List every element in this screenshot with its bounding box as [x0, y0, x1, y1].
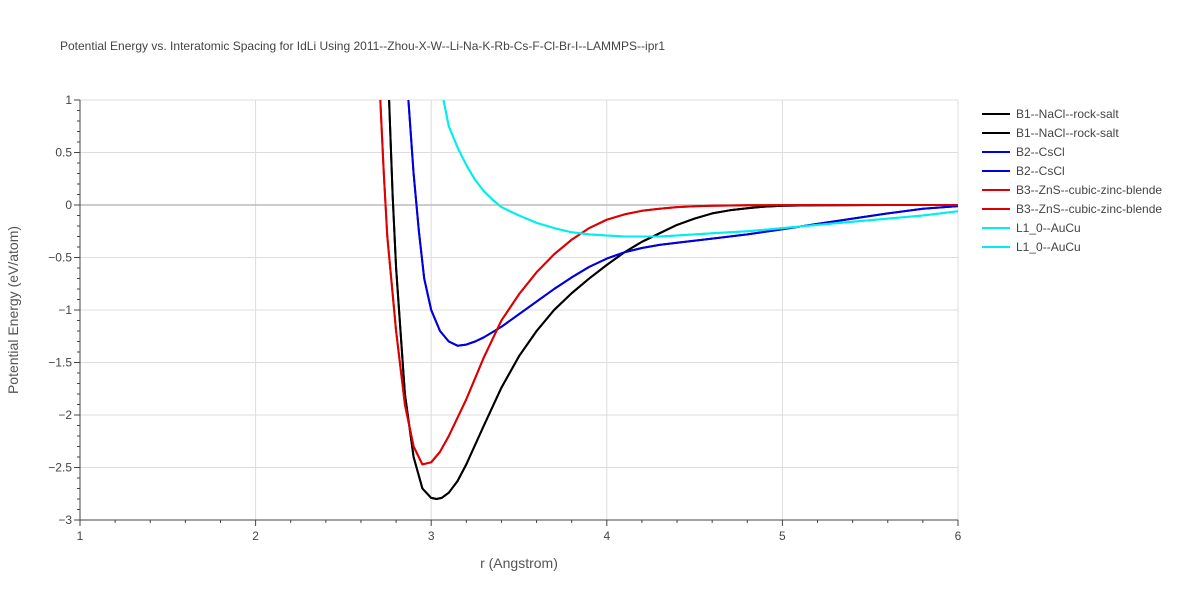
- y-tick-label: −2: [58, 408, 72, 422]
- y-tick-label: −0.5: [48, 251, 72, 265]
- legend-item-4[interactable]: B3--ZnS--cubic-zinc-blende: [982, 183, 1162, 197]
- legend-label: B1--NaCl--rock-salt: [1016, 126, 1119, 140]
- y-tick-label: −2.5: [48, 461, 72, 475]
- y-tick-label: 1: [65, 93, 72, 107]
- series-line-4: [379, 100, 958, 466]
- series-layer: [379, 100, 958, 500]
- legend-label: B3--ZnS--cubic-zinc-blende: [1016, 183, 1162, 197]
- y-ticks: 1 0.5 0 −0.5 −1 −1.5 −2 −2.5 −3: [48, 93, 80, 527]
- legend-item-1[interactable]: B1--NaCl--rock-salt: [982, 126, 1119, 140]
- series-line-0: [388, 100, 958, 500]
- chart-title: Potential Energy vs. Interatomic Spacing…: [60, 39, 665, 53]
- legend-label: L1_0--AuCu: [1016, 221, 1081, 235]
- legend[interactable]: B1--NaCl--rock-salt B1--NaCl--rock-salt B2…: [982, 107, 1162, 254]
- y-axis-label: Potential Energy (eV/atom): [5, 226, 21, 394]
- legend-item-0[interactable]: B1--NaCl--rock-salt: [982, 107, 1119, 121]
- legend-label: B2--CsCl: [1016, 164, 1065, 178]
- legend-label: B3--ZnS--cubic-zinc-blende: [1016, 202, 1162, 216]
- legend-item-3[interactable]: B2--CsCl: [982, 164, 1065, 178]
- x-tick-label: 5: [779, 529, 786, 543]
- y-tick-label: −1.5: [48, 356, 72, 370]
- legend-label: B1--NaCl--rock-salt: [1016, 107, 1119, 121]
- y-tick-label: 0.5: [55, 146, 72, 160]
- grid-lines: [80, 99, 959, 520]
- series-line-5: [379, 100, 958, 466]
- x-tick-label: 2: [252, 529, 259, 543]
- legend-label: L1_0--AuCu: [1016, 240, 1081, 254]
- x-tick-label: 6: [955, 529, 962, 543]
- series-line-1: [388, 100, 958, 500]
- y-tick-label: −3: [58, 513, 72, 527]
- legend-item-7[interactable]: L1_0--AuCu: [982, 240, 1081, 254]
- x-tick-label: 3: [428, 529, 435, 543]
- legend-item-2[interactable]: B2--CsCl: [982, 145, 1065, 159]
- legend-item-5[interactable]: B3--ZnS--cubic-zinc-blende: [982, 202, 1162, 216]
- x-tick-label: 4: [603, 529, 610, 543]
- y-tick-label: −1: [58, 303, 72, 317]
- series-line-7: [442, 100, 958, 238]
- x-ticks: 1 2 3 4 5 6: [77, 520, 962, 543]
- x-tick-label: 1: [77, 529, 84, 543]
- x-axis-label: r (Angstrom): [480, 555, 558, 571]
- legend-item-6[interactable]: L1_0--AuCu: [982, 221, 1081, 235]
- y-tick-label: 0: [65, 198, 72, 212]
- legend-label: B2--CsCl: [1016, 145, 1065, 159]
